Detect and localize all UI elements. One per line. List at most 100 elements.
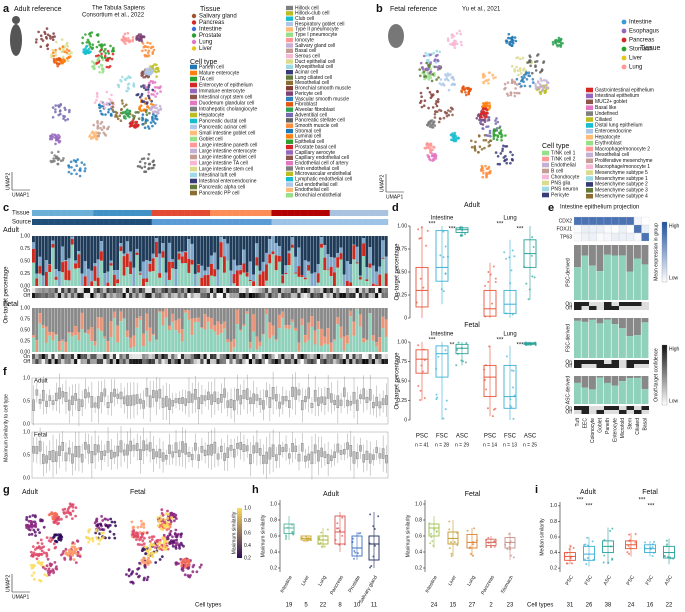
jitter-decor [627,544,630,547]
stacked-segment [158,273,162,278]
umap-cell [185,564,189,568]
umap-cell [473,145,477,148]
off-strip [303,293,308,298]
stacked-segment [210,329,213,352]
legend-label: Pericyte [551,192,569,198]
umap-cell [86,50,90,54]
legend-label: Stromal cell [295,128,321,134]
stacked-segment [339,259,343,286]
on-strip [213,354,217,359]
stacked-segment [574,376,581,383]
umap-cell [192,563,196,567]
umap-cell [419,61,423,65]
stacked-segment [54,308,58,335]
decor-box [275,454,278,461]
umap-cell [51,48,54,52]
x-tick-label: Goblet [598,417,604,432]
colorbar-label: High [669,223,680,229]
umap-cell [437,120,441,124]
stacked-segment [355,236,359,247]
umap-cell [509,36,512,40]
umap-cell [141,113,145,116]
stacked-segment [48,308,52,332]
stacked-segment [355,263,359,286]
stacked-segment [96,277,100,286]
umap-cell [418,68,422,71]
stacked-segment [132,267,136,286]
umap-cell [513,80,517,84]
off-strip [355,359,359,364]
umap-cell [75,164,78,167]
off-strip [103,293,107,298]
off-strip [77,359,81,364]
stacked-segment [641,264,649,300]
heat-cell [603,216,612,226]
umap-cell [102,531,105,535]
source-strip [48,219,52,225]
umap-cell [485,114,488,118]
umap-cell [55,40,58,44]
stacked-segment [634,377,641,404]
decor-box [32,399,35,411]
umap-cell [540,79,543,83]
gene-label: CDX2 [559,218,573,224]
x-axis-label: UMAP1 [12,192,29,198]
on-strip [290,354,295,359]
legend-swatch [191,20,197,25]
umap-cell [422,70,426,74]
umap-cell [148,536,151,539]
legend-label: Large intestine goblet cell [199,154,256,160]
stacked-segment [320,346,323,352]
decor-box [213,391,217,403]
tissue-strip [206,210,211,216]
heat-cell [581,216,590,226]
stacked-segment [51,240,55,245]
stacked-segment [167,308,171,326]
stacked-segment [641,245,649,265]
umap-cell [450,76,454,79]
umap-cell [546,81,550,84]
legend-swatch [586,87,593,93]
stacked-segment [589,318,596,320]
n-label: n = 41 [415,442,429,448]
umap-cell [487,144,491,148]
umap-cell [108,65,112,68]
umap-cell [92,123,95,127]
stacked-segment [307,270,311,286]
off-strip [384,293,388,298]
off-strip [255,293,259,298]
umap-cell [88,134,92,137]
stacked-segment [265,252,268,265]
umap-cell [138,561,142,565]
umap-cell [84,535,88,539]
umap-cell [126,108,129,111]
umap-cell [511,81,514,84]
source-strip [242,219,246,225]
umap-cell [70,166,73,169]
umap-cell [147,96,151,100]
stacked-segment [258,236,262,271]
on-strip [177,288,181,293]
umap-cell [482,171,485,175]
umap-cell [91,537,94,540]
source-strip [274,219,279,225]
stacked-segment [41,275,45,286]
jitter-decor [353,557,356,560]
umap-cell [136,165,140,168]
umap-cell [62,550,65,553]
stacked-segment [135,236,139,249]
tissue-strip [48,210,52,216]
decor-box [310,402,314,408]
decor-box [181,441,184,453]
off-strip [255,359,259,364]
colorbar [661,221,668,283]
stacked-segment [70,238,74,245]
decor-box [64,452,68,462]
umap-cell [476,114,480,117]
stacked-segment [74,263,77,269]
umap-cell [167,525,170,529]
umap-cell [534,87,538,90]
stacked-segment [284,328,288,352]
off-strip [67,359,71,364]
on-strip [106,354,110,359]
